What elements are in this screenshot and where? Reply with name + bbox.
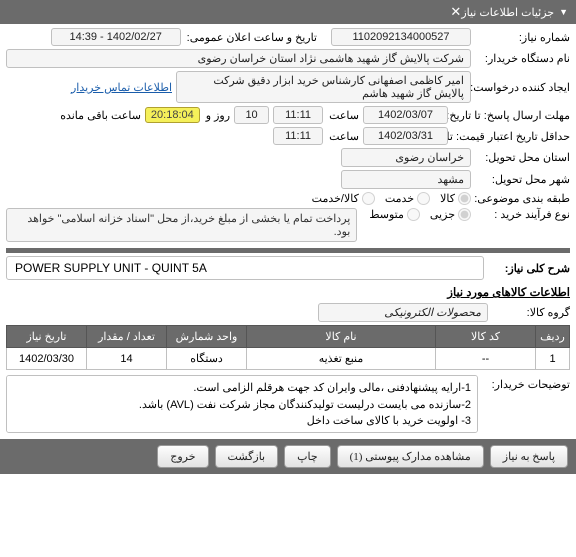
items-table: ردیف کد کالا نام کالا واحد شمارش تعداد /… bbox=[6, 325, 570, 370]
cell-date: 1402/03/30 bbox=[7, 348, 87, 370]
city-label: شهر محل تحویل: bbox=[475, 173, 570, 186]
th-date: تاریخ نیاز bbox=[7, 326, 87, 348]
category-radio-group: کالا خدمت کالا/خدمت bbox=[312, 192, 471, 205]
days-unit: روز و bbox=[204, 109, 230, 122]
print-button[interactable]: چاپ bbox=[284, 445, 331, 468]
need-no-label: شماره نیاز: bbox=[475, 31, 570, 44]
deadline-label: مهلت ارسال پاسخ: تا تاریخ: bbox=[452, 109, 570, 122]
requester-label: ایجاد کننده درخواست: bbox=[475, 81, 570, 94]
th-name: نام کالا bbox=[247, 326, 436, 348]
cell-code: -- bbox=[436, 348, 536, 370]
purchase-type-label: نوع فرآیند خرید : bbox=[475, 208, 570, 221]
cell-unit: دستگاه bbox=[167, 348, 247, 370]
buyer-notes-box[interactable]: 1-ارایه پیشنهادفنی ،مالی وایران کد جهت ه… bbox=[6, 375, 478, 433]
ann-date-label: تاریخ و ساعت اعلان عمومی: bbox=[185, 31, 317, 44]
category-label: طبقه بندی موضوعی: bbox=[475, 192, 570, 205]
attachments-button[interactable]: مشاهده مدارک پیوستی (1) bbox=[337, 445, 484, 468]
validity-label: حداقل تاریخ اعتبار قیمت: تا تاریخ bbox=[452, 130, 570, 143]
province-value: خراسان رضوی bbox=[341, 148, 471, 167]
buyer-notes-label: توضیحات خریدار: bbox=[482, 375, 570, 391]
remain-time: 20:18:04 bbox=[145, 107, 200, 123]
ann-date-value: 1402/02/27 - 14:39 bbox=[51, 28, 181, 46]
divider bbox=[6, 248, 570, 253]
window-header: ▼ جزئیات اطلاعات نیاز ✕ bbox=[0, 0, 576, 24]
items-section-title: اطلاعات کالاهای مورد نیاز bbox=[6, 283, 570, 303]
deadline-date: 1402/03/07 bbox=[363, 106, 448, 124]
th-unit: واحد شمارش bbox=[167, 326, 247, 348]
note-line-4: 4- پرداخت به برنده استعلام تنها پس از ار… bbox=[13, 430, 471, 434]
saat-label-2: ساعت bbox=[327, 130, 359, 143]
table-row[interactable]: 1 -- منبع تغذیه دستگاه 14 1402/03/30 bbox=[7, 348, 570, 370]
note-line-2: 2-سازنده می بایست درلیست تولیدکنندگان مج… bbox=[13, 397, 471, 414]
header-title: جزئیات اطلاعات نیاز bbox=[461, 6, 554, 19]
validity-date: 1402/03/31 bbox=[363, 127, 448, 145]
cell-qty: 14 bbox=[87, 348, 167, 370]
th-qty: تعداد / مقدار bbox=[87, 326, 167, 348]
pt-medium-radio[interactable]: متوسط bbox=[369, 208, 420, 221]
th-code: کد کالا bbox=[436, 326, 536, 348]
cat-both-radio[interactable]: کالا/خدمت bbox=[312, 192, 375, 205]
pt-partial-radio[interactable]: جزیی bbox=[430, 208, 471, 221]
cat-goods-radio[interactable]: کالا bbox=[440, 192, 471, 205]
cell-idx: 1 bbox=[536, 348, 570, 370]
validity-time: 11:11 bbox=[273, 127, 323, 145]
cell-name: منبع تغذیه bbox=[247, 348, 436, 370]
footer-bar: پاسخ به نیاز مشاهده مدارک پیوستی (1) چاپ… bbox=[0, 439, 576, 474]
city-value: مشهد bbox=[341, 170, 471, 189]
group-label: گروه کالا: bbox=[492, 306, 570, 319]
note-line-1: 1-ارایه پیشنهادفنی ،مالی وایران کد جهت ه… bbox=[13, 380, 471, 397]
requester-value: امیر کاظمی اصفهانی کارشناس خرید ابزار دق… bbox=[176, 71, 471, 103]
th-row: ردیف bbox=[536, 326, 570, 348]
group-value: محصولات الکترونیکی bbox=[318, 303, 488, 322]
saat-label-1: ساعت bbox=[327, 109, 359, 122]
contact-link[interactable]: اطلاعات تماس خریدار bbox=[71, 81, 172, 94]
close-icon[interactable]: ✕ bbox=[450, 4, 461, 20]
buyer-label: نام دستگاه خریدار: bbox=[475, 52, 570, 65]
summary-value: POWER SUPPLY UNIT - QUINT 5A bbox=[6, 256, 484, 280]
province-label: استان محل تحویل: bbox=[475, 151, 570, 164]
collapse-icon[interactable]: ▼ bbox=[559, 7, 568, 17]
need-no-value: 1102092134000527 bbox=[331, 28, 471, 46]
summary-label: شرح کلی نیاز: bbox=[492, 262, 570, 275]
exit-button[interactable]: خروج bbox=[157, 445, 208, 468]
deadline-time: 11:11 bbox=[273, 106, 323, 124]
respond-button[interactable]: پاسخ به نیاز bbox=[490, 445, 568, 468]
cat-service-radio[interactable]: خدمت bbox=[385, 192, 430, 205]
payment-note: پرداخت تمام یا بخشی از مبلغ خرید،از محل … bbox=[6, 208, 357, 242]
days-value: 10 bbox=[234, 106, 269, 124]
buyer-value: شرکت پالایش گاز شهید هاشمی نژاد استان خر… bbox=[6, 49, 471, 68]
remain-label: ساعت باقی مانده bbox=[58, 109, 141, 122]
purchase-type-group: جزیی متوسط bbox=[369, 208, 471, 221]
back-button[interactable]: بازگشت bbox=[215, 445, 279, 468]
note-line-3: 3- اولویت خرید با کالای ساخت داخل bbox=[13, 413, 471, 430]
